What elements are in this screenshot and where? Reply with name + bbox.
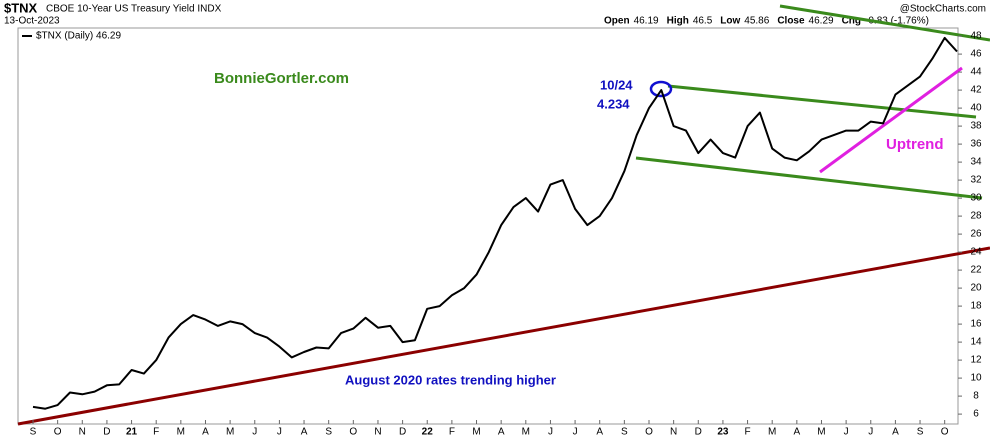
x-tick-label: S xyxy=(621,427,628,438)
stat-label: Low xyxy=(720,16,740,27)
x-tick-label: O xyxy=(645,427,653,438)
x-tick-label: O xyxy=(941,427,949,438)
stats: Open 46.19 High 46.5 Low 45.86 Close 46.29 Chg -0… xyxy=(604,16,929,27)
y-tick-label: 6 xyxy=(973,409,979,420)
x-tick-label: A xyxy=(596,427,603,438)
x-tick-label: J xyxy=(277,427,282,438)
legend-label: $TNX (Daily) 46.29 xyxy=(36,31,121,42)
y-tick-label: 38 xyxy=(970,121,982,132)
y-tick-label: 18 xyxy=(970,301,982,312)
x-tick-label: A xyxy=(794,427,801,438)
y-tick-label: 42 xyxy=(970,85,982,96)
x-tick-label: M xyxy=(226,427,234,438)
y-tick-label: 8 xyxy=(973,391,979,402)
trendline xyxy=(17,246,990,426)
annotation: 10/24 xyxy=(600,77,633,92)
stat-value: 46.5 xyxy=(693,16,713,27)
x-tick-label: N xyxy=(79,427,86,438)
x-tick-label: A xyxy=(202,427,209,438)
annotation: Uptrend xyxy=(886,136,944,153)
x-tick-label: 21 xyxy=(126,427,138,438)
stat-value: -0.83 (-1.76%) xyxy=(865,16,929,27)
x-tick-label: D xyxy=(103,427,110,438)
date: 13-Oct-2023 xyxy=(4,16,60,27)
x-tick-label: O xyxy=(54,427,62,438)
x-tick-label: J xyxy=(573,427,578,438)
trendline xyxy=(667,84,977,119)
trendline xyxy=(779,4,990,42)
x-tick-label: N xyxy=(670,427,677,438)
x-tick-label: J xyxy=(844,427,849,438)
x-tick-label: F xyxy=(153,427,159,438)
x-tick-label: D xyxy=(695,427,702,438)
x-tick-label: N xyxy=(374,427,381,438)
x-tick-label: S xyxy=(30,427,37,438)
y-tick-label: 46 xyxy=(970,49,982,60)
y-tick-label: 36 xyxy=(970,139,982,150)
stat-value: 46.29 xyxy=(809,16,834,27)
y-tick-label: 14 xyxy=(970,337,982,348)
stat-value: 46.19 xyxy=(634,16,659,27)
plot-frame xyxy=(17,27,959,425)
y-tick-label: 48 xyxy=(970,31,982,42)
x-tick-label: S xyxy=(325,427,332,438)
y-tick-label: 22 xyxy=(970,265,982,276)
y-tick-label: 16 xyxy=(970,319,982,330)
annotation: August 2020 rates trending higher xyxy=(345,372,556,387)
source: @StockCharts.com xyxy=(900,4,986,15)
y-tick-label: 26 xyxy=(970,229,982,240)
stat-value: 45.86 xyxy=(744,16,769,27)
y-tick-label: 12 xyxy=(970,355,982,366)
symbol: $TNX xyxy=(4,0,38,15)
annotation: BonnieGortler.com xyxy=(214,70,349,87)
y-tick-label: 44 xyxy=(970,67,982,78)
x-tick-label: M xyxy=(768,427,776,438)
trendline xyxy=(635,156,983,200)
x-tick-label: S xyxy=(917,427,924,438)
x-tick-label: J xyxy=(252,427,257,438)
trendline xyxy=(819,66,963,174)
x-tick-label: 23 xyxy=(717,427,729,438)
x-tick-label: M xyxy=(817,427,825,438)
x-tick-label: J xyxy=(868,427,873,438)
stat-label: Close xyxy=(777,16,805,27)
highlight xyxy=(649,80,673,98)
y-tick-label: 40 xyxy=(970,103,982,114)
y-tick-label: 30 xyxy=(970,193,982,204)
y-tick-label: 10 xyxy=(970,373,982,384)
x-tick-label: A xyxy=(301,427,308,438)
stat-label: Chg xyxy=(842,16,861,27)
x-tick-label: F xyxy=(745,427,751,438)
x-tick-label: M xyxy=(177,427,185,438)
stat-label: Open xyxy=(604,16,630,27)
stat-label: High xyxy=(667,16,689,27)
x-tick-label: A xyxy=(892,427,899,438)
x-tick-label: M xyxy=(472,427,480,438)
x-tick-label: 22 xyxy=(422,427,434,438)
trendlines xyxy=(17,4,990,426)
y-tick-label: 28 xyxy=(970,211,982,222)
series-line xyxy=(32,36,958,410)
annotation: 4.234 xyxy=(597,96,630,111)
y-tick-label: 24 xyxy=(970,247,982,258)
y-tick-label: 32 xyxy=(970,175,982,186)
x-tick-label: A xyxy=(498,427,505,438)
chart-title: CBOE 10-Year US Treasury Yield INDX xyxy=(46,4,222,15)
x-tick-label: J xyxy=(548,427,553,438)
x-tick-label: O xyxy=(349,427,357,438)
x-tick-label: D xyxy=(399,427,406,438)
y-tick-label: 20 xyxy=(970,283,982,294)
y-tick-label: 34 xyxy=(970,157,982,168)
x-tick-label: M xyxy=(522,427,530,438)
x-tick-label: F xyxy=(449,427,455,438)
